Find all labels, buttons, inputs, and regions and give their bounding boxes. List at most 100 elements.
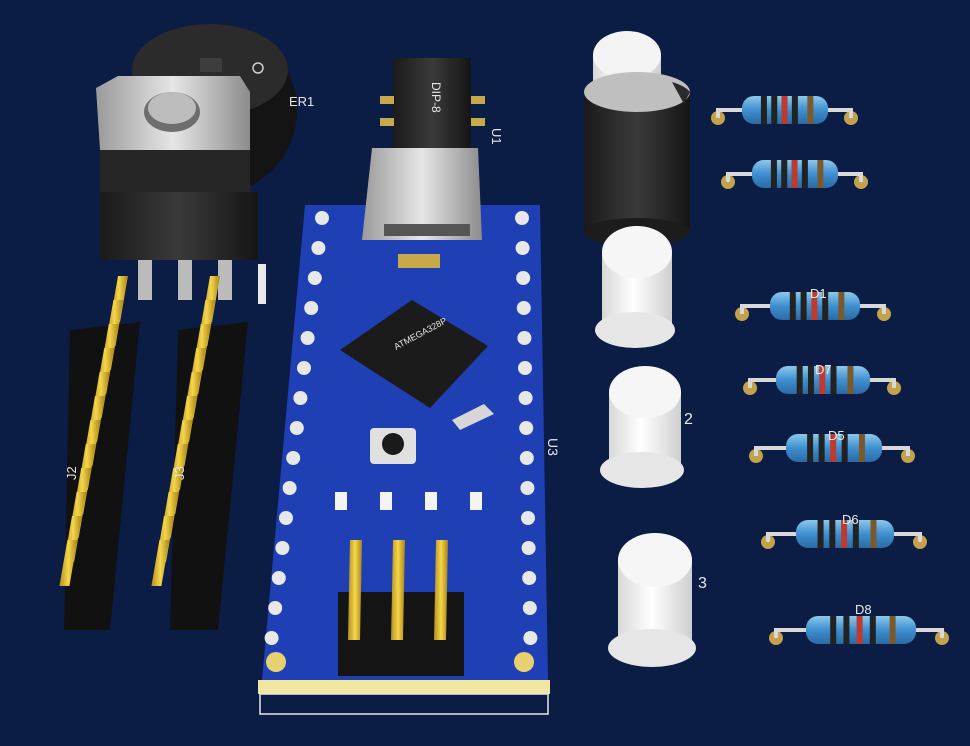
resistor-band bbox=[811, 292, 818, 320]
resistor-band bbox=[819, 366, 826, 394]
res-d7-label: D7 bbox=[815, 362, 832, 377]
ic-ref-label: U1 bbox=[489, 128, 504, 145]
res-d5-label: D5 bbox=[828, 428, 845, 443]
led-3-label: 3 bbox=[698, 575, 707, 592]
resistor-band bbox=[771, 96, 778, 124]
pad bbox=[307, 271, 322, 285]
header-left-ref-label: J2 bbox=[64, 466, 79, 480]
pad bbox=[515, 211, 529, 225]
resistor-band bbox=[818, 434, 825, 462]
resistor-band bbox=[841, 520, 848, 548]
pad bbox=[520, 481, 535, 495]
resistor-band bbox=[807, 434, 814, 462]
pad bbox=[518, 361, 532, 375]
resistor-band bbox=[830, 366, 837, 394]
pad bbox=[521, 511, 535, 525]
pad bbox=[279, 511, 293, 525]
pad bbox=[297, 361, 311, 375]
resistor-band bbox=[889, 616, 896, 644]
led-a bbox=[595, 226, 675, 348]
pad bbox=[515, 241, 530, 255]
resistor-lead bbox=[726, 172, 863, 182]
pad bbox=[271, 571, 286, 585]
pad bbox=[517, 331, 532, 345]
pin-header-right: J3 bbox=[151, 276, 248, 630]
mount-hole bbox=[514, 652, 534, 672]
pad bbox=[519, 451, 534, 465]
resistor-lead bbox=[754, 446, 910, 456]
res-d1-label: D1 bbox=[810, 286, 827, 301]
res-d6-label: D6 bbox=[842, 512, 859, 527]
ic-package-label: DIP-8 bbox=[429, 82, 443, 113]
pad bbox=[264, 631, 279, 645]
resistor-band bbox=[858, 434, 865, 462]
pad bbox=[315, 211, 329, 225]
pad bbox=[289, 421, 304, 435]
pad bbox=[523, 631, 538, 645]
voltage-regulator bbox=[96, 76, 266, 304]
resistor-band bbox=[800, 292, 807, 320]
resistor-band bbox=[830, 434, 837, 462]
pad bbox=[300, 331, 315, 345]
resistor-group bbox=[711, 96, 949, 645]
dip8-ic: DIP-8 U1 bbox=[380, 58, 504, 148]
pad bbox=[304, 301, 319, 315]
resistor-band bbox=[791, 160, 798, 188]
header-pin bbox=[59, 540, 78, 586]
resistor-band bbox=[856, 616, 863, 644]
pad bbox=[293, 391, 308, 405]
resistor-band bbox=[817, 160, 824, 188]
reset-button bbox=[370, 428, 416, 464]
resistor-band bbox=[817, 520, 824, 548]
resistor-band bbox=[791, 96, 798, 124]
led-c: 3 bbox=[608, 533, 707, 667]
pad bbox=[282, 481, 297, 495]
pad bbox=[311, 241, 326, 255]
mount-hole bbox=[266, 652, 286, 672]
pad bbox=[522, 601, 537, 615]
pad bbox=[275, 541, 290, 555]
resistor-lead bbox=[716, 108, 853, 118]
pad bbox=[516, 271, 531, 285]
buzzer-ref-label: ER1 bbox=[289, 94, 314, 109]
resistor-lead bbox=[774, 628, 944, 638]
resistor-band bbox=[760, 96, 767, 124]
res-d8-label: D8 bbox=[855, 602, 872, 617]
resistor-band bbox=[781, 160, 788, 188]
resistor-band bbox=[781, 96, 788, 124]
electrolytic-capacitor bbox=[584, 72, 690, 246]
resistor-band bbox=[843, 616, 850, 644]
pad bbox=[522, 571, 537, 585]
resistor-band bbox=[852, 520, 859, 548]
resistor-band bbox=[830, 616, 837, 644]
pad bbox=[519, 421, 534, 435]
led-b: 2 bbox=[600, 366, 693, 488]
resistor-band bbox=[841, 434, 848, 462]
resistor-band bbox=[789, 292, 796, 320]
arduino-ref-label: U3 bbox=[545, 438, 561, 456]
resistor-lead bbox=[748, 378, 896, 388]
resistor-band bbox=[829, 520, 836, 548]
resistor-band bbox=[822, 292, 829, 320]
header-right-ref-label: J3 bbox=[172, 466, 187, 480]
pad bbox=[518, 391, 533, 405]
resistor-band bbox=[847, 366, 854, 394]
pad bbox=[521, 541, 536, 555]
resistor-band bbox=[870, 520, 877, 548]
resistor-lead bbox=[740, 304, 886, 314]
resistor-lead bbox=[766, 532, 922, 542]
resistor-band bbox=[869, 616, 876, 644]
led-2-label: 2 bbox=[684, 411, 693, 428]
header-pin bbox=[151, 540, 170, 586]
resistor-band bbox=[796, 366, 803, 394]
resistor-band bbox=[770, 160, 777, 188]
pad bbox=[516, 301, 531, 315]
resistor-band bbox=[801, 160, 808, 188]
resistor-band bbox=[807, 96, 814, 124]
icsp-header bbox=[338, 540, 464, 676]
pad bbox=[286, 451, 301, 465]
pin-header-left: J2 bbox=[59, 276, 140, 630]
arduino-nano-module: ATMEGA328P U3 bbox=[258, 148, 561, 715]
pad bbox=[268, 601, 283, 615]
